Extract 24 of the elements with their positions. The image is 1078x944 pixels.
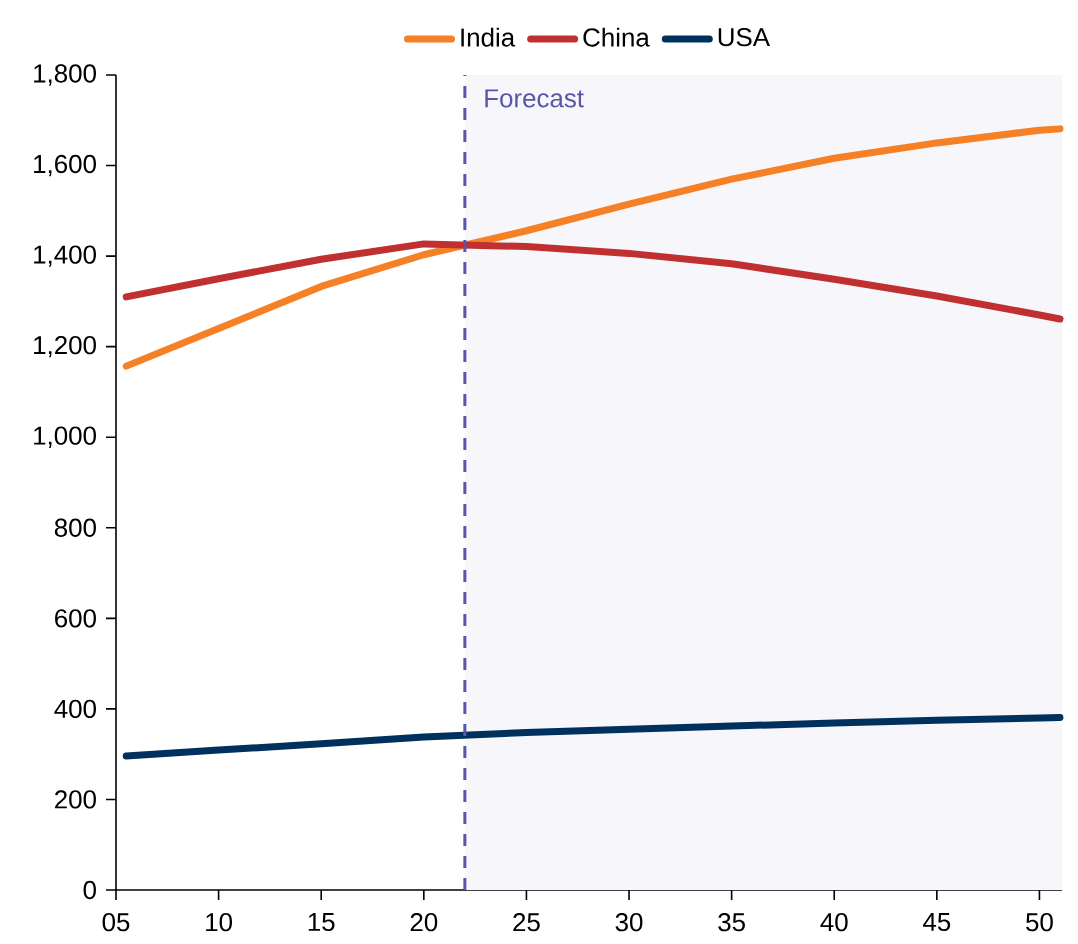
legend-label: USA bbox=[718, 28, 770, 47]
y-tick-label: 200 bbox=[55, 790, 96, 809]
x-tick-label: 45 bbox=[923, 913, 951, 932]
legend-label: India bbox=[461, 27, 516, 47]
y-tick-label: 1,600 bbox=[34, 154, 96, 177]
y-tick-label: 1,200 bbox=[34, 335, 96, 358]
x-tick-label: 40 bbox=[820, 913, 848, 932]
y-tick-label: 1,000 bbox=[34, 426, 96, 448]
ref-line-label: Forecast bbox=[485, 89, 584, 108]
x-tick-label: 25 bbox=[513, 913, 540, 932]
x-tick-label: 10 bbox=[206, 913, 233, 932]
x-tick-label: 35 bbox=[718, 913, 745, 932]
y-tick-label: 600 bbox=[55, 609, 96, 628]
y-tick-label: 1,800 bbox=[34, 64, 96, 86]
y-tick-label: 0 bbox=[83, 880, 96, 900]
y-tick-label: 400 bbox=[54, 699, 96, 719]
x-tick-label: 30 bbox=[615, 913, 643, 932]
y-tick-label: 1,400 bbox=[34, 245, 96, 267]
legend-label: China bbox=[583, 27, 650, 47]
y-tick-label: 800 bbox=[54, 518, 96, 537]
x-tick-label: 50 bbox=[1026, 913, 1053, 932]
x-tick-label: 05 bbox=[102, 913, 130, 932]
x-tick-label: 20 bbox=[410, 913, 438, 932]
x-tick-label: 15 bbox=[308, 913, 335, 932]
